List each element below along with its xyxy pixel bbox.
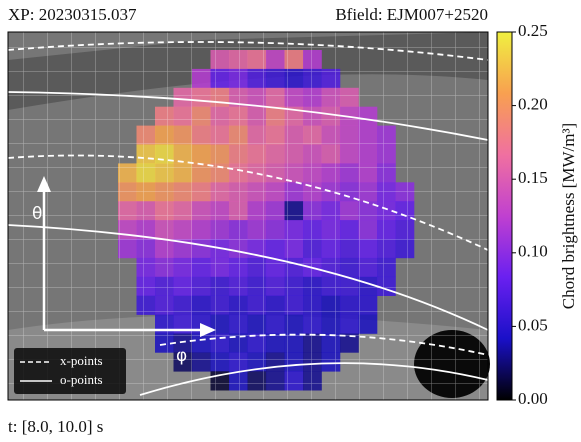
theta-label: θ — [32, 204, 42, 224]
legend-box — [14, 348, 126, 394]
colorbar-tick-label: 0.25 — [518, 21, 548, 40]
legend: x-points o-points — [14, 348, 126, 394]
legend-label: o-points — [60, 372, 103, 387]
o-point-line — [7, 91, 489, 141]
colorbar-tick-label: 0.05 — [518, 315, 548, 334]
legend-label: x-points — [60, 353, 103, 368]
o-point-line — [7, 224, 489, 331]
colorbar-tick-label: 0.10 — [518, 242, 548, 261]
panel-frame — [7, 31, 489, 401]
bfield-label: Bfield: EJM007+2520 — [335, 5, 488, 24]
arrowhead — [200, 323, 216, 337]
colorbar — [496, 31, 513, 401]
pixel-grid — [8, 32, 488, 400]
x-point-line — [159, 333, 489, 356]
colorbar-tick-label: 0.20 — [518, 95, 548, 114]
x-point-line — [7, 154, 489, 251]
xp-label: XP: 20230315.037 — [8, 5, 137, 24]
colorbar-label: Chord brightness [MW/m³] — [559, 123, 578, 309]
o-point-line — [139, 362, 489, 396]
x-point-line — [7, 41, 489, 61]
arrowhead — [37, 176, 51, 192]
overlay — [7, 32, 489, 400]
colorbar-tick-label: 0.00 — [518, 389, 548, 408]
colorbar-tick-label: 0.15 — [518, 168, 548, 187]
phi-label: φ — [176, 346, 187, 366]
time-label: t: [8.0, 10.0] s — [8, 417, 103, 436]
